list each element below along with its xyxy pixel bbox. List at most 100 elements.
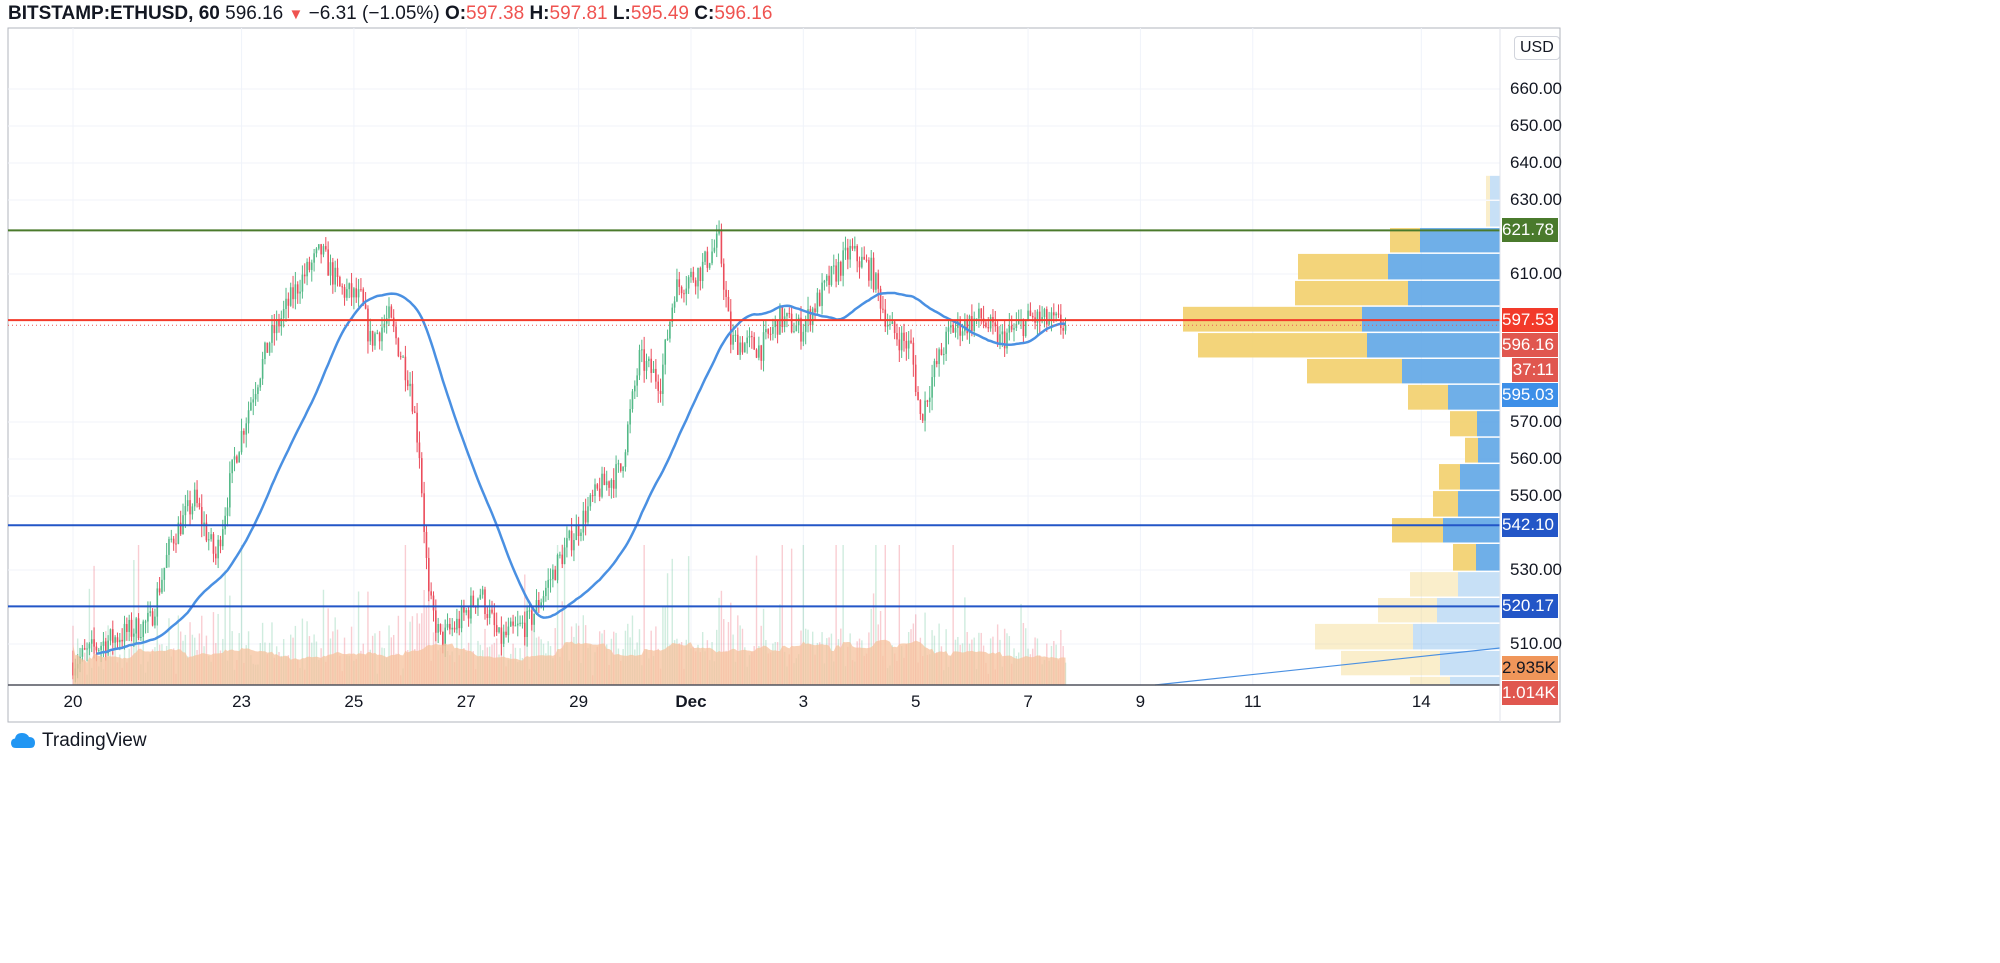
candle-body bbox=[659, 390, 662, 394]
candle-body bbox=[912, 342, 915, 365]
candle-body bbox=[1010, 325, 1013, 330]
candle-body bbox=[142, 621, 145, 637]
volume-bar bbox=[189, 622, 191, 685]
candle-body bbox=[877, 273, 880, 289]
volume-bar bbox=[301, 618, 304, 685]
high-label: H: bbox=[529, 3, 550, 24]
candle-body bbox=[940, 349, 943, 356]
candle-body bbox=[172, 538, 175, 544]
candle-body bbox=[395, 326, 397, 339]
candle-body bbox=[980, 308, 983, 319]
candle-body bbox=[350, 283, 353, 298]
candle-body bbox=[828, 275, 830, 285]
candle-body bbox=[491, 609, 493, 613]
candle-body bbox=[786, 313, 788, 317]
volume-profile-up-bar bbox=[1410, 676, 1450, 685]
candle-body bbox=[502, 631, 505, 644]
candle-body bbox=[339, 276, 341, 287]
candle-body bbox=[83, 648, 86, 650]
candle-body bbox=[615, 464, 617, 489]
candle-body bbox=[886, 325, 889, 327]
candle-body bbox=[245, 423, 248, 435]
candle-body bbox=[751, 335, 753, 338]
candle-body bbox=[671, 307, 674, 322]
low-value: 595.49 bbox=[630, 3, 689, 24]
candle-body bbox=[463, 607, 465, 613]
candle-body bbox=[994, 322, 997, 327]
candle-body bbox=[254, 394, 257, 400]
candle-body bbox=[713, 247, 716, 252]
candle-body bbox=[250, 402, 252, 411]
candle-body bbox=[104, 641, 107, 654]
volume-bar bbox=[556, 545, 559, 685]
volume-profile-up-bar bbox=[1408, 384, 1448, 410]
volume-bar bbox=[93, 565, 95, 685]
candle-body bbox=[603, 473, 606, 486]
candle-body bbox=[399, 356, 402, 358]
candle-body bbox=[610, 479, 613, 488]
candle-body bbox=[102, 641, 105, 646]
candle-body bbox=[289, 287, 292, 306]
candle-body bbox=[690, 271, 692, 278]
candle-body bbox=[540, 602, 542, 608]
candle-body bbox=[505, 631, 507, 636]
candle-body bbox=[868, 260, 870, 281]
candle-body bbox=[205, 522, 208, 541]
candle-body bbox=[903, 332, 905, 341]
candle-body bbox=[458, 618, 461, 629]
candle-body bbox=[367, 308, 369, 342]
candle-body bbox=[559, 554, 561, 556]
volume-bar bbox=[964, 597, 966, 685]
candle-body bbox=[81, 648, 84, 657]
candle-body bbox=[332, 262, 334, 285]
candle-body bbox=[126, 624, 128, 632]
volume-bar bbox=[306, 621, 308, 685]
candle-body bbox=[320, 244, 322, 255]
candle-body bbox=[538, 600, 540, 608]
x-tick-label: 5 bbox=[910, 692, 921, 711]
candle-body bbox=[987, 326, 990, 329]
candle-body bbox=[1029, 310, 1032, 316]
symbol-title[interactable]: BITSTAMP:ETHUSD, 60 bbox=[8, 3, 220, 24]
y-tick-label: 640.00 bbox=[1510, 153, 1562, 172]
volume-ma-area bbox=[73, 639, 1066, 685]
candle-body bbox=[676, 279, 678, 302]
candle-body bbox=[1015, 323, 1018, 329]
candles bbox=[72, 220, 1067, 683]
last-price-label: 596.16 bbox=[1502, 333, 1558, 358]
candle-body bbox=[914, 364, 917, 393]
candle-body bbox=[931, 377, 933, 398]
candle-body bbox=[1038, 311, 1041, 322]
candle-body bbox=[648, 358, 650, 361]
x-tick-label: 11 bbox=[1243, 692, 1262, 711]
candle-body bbox=[144, 621, 147, 623]
candle-body bbox=[109, 629, 112, 641]
candle-body bbox=[872, 257, 875, 290]
y-tick-label: 530.00 bbox=[1510, 560, 1562, 579]
volume-bar bbox=[884, 545, 886, 685]
candle-body bbox=[376, 332, 379, 334]
candle-body bbox=[896, 333, 898, 340]
candle-body bbox=[467, 610, 470, 619]
candle-body bbox=[236, 456, 238, 463]
candle-body bbox=[154, 616, 156, 626]
volume-bar bbox=[428, 600, 430, 685]
candle-body bbox=[243, 430, 245, 435]
candle-body bbox=[531, 610, 533, 625]
candle-body bbox=[739, 342, 741, 355]
candle-body bbox=[706, 251, 709, 268]
candle-body bbox=[968, 316, 971, 334]
candle-body bbox=[552, 569, 554, 580]
volume-profile-down-bar bbox=[1478, 437, 1500, 463]
tradingview-logo[interactable]: TradingView bbox=[10, 730, 147, 752]
candle-body bbox=[865, 259, 868, 261]
candle-body bbox=[861, 256, 863, 268]
candle-body bbox=[580, 532, 582, 536]
candle-body bbox=[233, 456, 236, 460]
currency-button[interactable]: USD bbox=[1514, 36, 1560, 60]
candle-body bbox=[521, 622, 524, 624]
candle-body bbox=[343, 287, 346, 298]
volume-profile-up-bar bbox=[1295, 280, 1408, 306]
y-tick-label: 630.00 bbox=[1510, 190, 1562, 209]
